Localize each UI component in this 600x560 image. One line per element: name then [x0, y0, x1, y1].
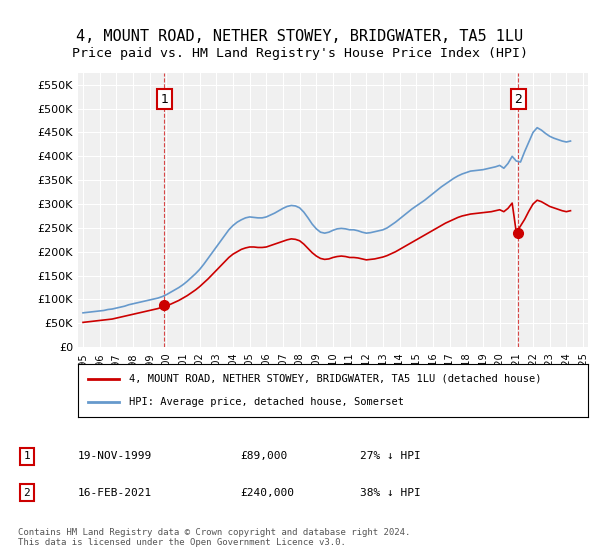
Text: 2: 2 — [23, 488, 31, 498]
Text: 1: 1 — [160, 92, 168, 105]
Text: 2: 2 — [514, 92, 522, 105]
Text: 27% ↓ HPI: 27% ↓ HPI — [360, 451, 421, 461]
Text: 4, MOUNT ROAD, NETHER STOWEY, BRIDGWATER, TA5 1LU (detached house): 4, MOUNT ROAD, NETHER STOWEY, BRIDGWATER… — [129, 374, 542, 384]
Text: 19-NOV-1999: 19-NOV-1999 — [78, 451, 152, 461]
Text: 16-FEB-2021: 16-FEB-2021 — [78, 488, 152, 498]
Text: £89,000: £89,000 — [240, 451, 287, 461]
Text: 4, MOUNT ROAD, NETHER STOWEY, BRIDGWATER, TA5 1LU: 4, MOUNT ROAD, NETHER STOWEY, BRIDGWATER… — [76, 29, 524, 44]
Text: £240,000: £240,000 — [240, 488, 294, 498]
Text: 38% ↓ HPI: 38% ↓ HPI — [360, 488, 421, 498]
Text: HPI: Average price, detached house, Somerset: HPI: Average price, detached house, Some… — [129, 397, 404, 407]
Text: Contains HM Land Registry data © Crown copyright and database right 2024.
This d: Contains HM Land Registry data © Crown c… — [18, 528, 410, 547]
Text: Price paid vs. HM Land Registry's House Price Index (HPI): Price paid vs. HM Land Registry's House … — [72, 46, 528, 60]
Text: 1: 1 — [23, 451, 31, 461]
